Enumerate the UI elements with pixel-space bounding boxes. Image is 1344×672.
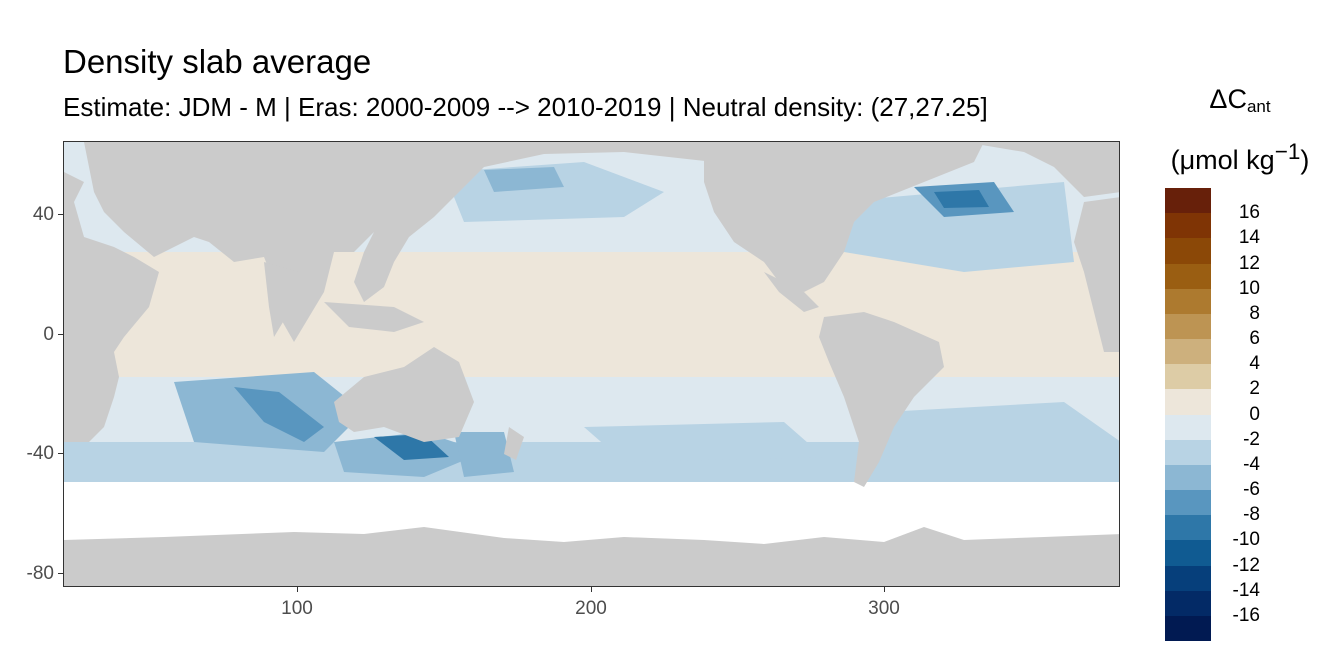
y-tick-mark [58,573,63,574]
y-tick-label: -80 [26,563,54,584]
greenland [964,142,1119,197]
colorbar-label: 12 [1238,252,1260,274]
colorbar-swatch [1165,565,1211,592]
y-tick-label: 40 [32,204,54,225]
colorbar-label: -10 [1232,529,1260,551]
legend-unit-prefix: (μmol kg [1170,145,1275,175]
north-atlantic-patch [834,182,1074,272]
colorbar-label: -2 [1243,428,1260,450]
s-indian-deep [234,387,324,442]
colorbar-swatch [1165,464,1211,491]
central-america [764,272,819,312]
europe [1074,197,1119,352]
colorbar-swatch [1165,490,1211,516]
colorbar-swatch [1165,213,1211,239]
x-tick-label: 300 [868,598,900,619]
legend-unit: (μmol kg−1) [1160,134,1320,178]
x-tick-mark [884,587,885,592]
colorbar-label: 6 [1249,328,1260,349]
legend-title-main: ΔC [1209,84,1247,114]
y-tick-label: 0 [43,324,54,345]
y-tick-mark [58,453,63,454]
colorbar-swatch [1165,364,1211,390]
colorbar-label: 8 [1249,302,1260,324]
africa [64,142,159,442]
legend-unit-suffix: ) [1300,145,1310,175]
colorbar-swatch [1165,590,1211,617]
colorbar-swatch [1165,439,1211,466]
colorbar-swatch [1165,238,1211,264]
colorbar-label: 14 [1238,227,1260,249]
colorbar [1165,188,1211,642]
map-panel [63,141,1120,587]
x-tick-label: 100 [281,598,313,619]
north-america [704,142,984,292]
south-pacific-patch [584,422,824,462]
new-zealand [504,427,524,460]
x-tick-mark [297,587,298,592]
map-canvas [64,142,1119,586]
colorbar-label: -6 [1243,479,1260,500]
eurasia [84,142,804,342]
colorbar-label: -4 [1243,453,1260,475]
indian-subcontinent [264,262,299,337]
colorbar-label: 2 [1249,378,1260,400]
colorbar-label: -8 [1243,504,1260,526]
colorbar-swatch [1165,540,1211,566]
colorbar-label: 0 [1249,403,1260,425]
colorbar-label: -14 [1232,579,1260,601]
colorbar-swatch [1165,188,1211,214]
tasman-patch [454,432,514,477]
colorbar-label: 16 [1238,202,1260,224]
north-pacific-deep [484,167,564,192]
antarctica [64,527,1119,586]
plot-subtitle: Estimate: JDM - M | Eras: 2000-2009 --> … [63,92,988,122]
north-atlantic-core [934,190,989,208]
south-atlantic-patch [884,402,1119,457]
legend-unit-exponent: −1 [1274,139,1301,164]
colorbar-label: -12 [1232,554,1260,576]
legend-title-subscript: ant [1246,97,1271,116]
maritime-southeast-asia [324,302,424,332]
land [64,142,1119,586]
colorbar-swatch [1165,414,1211,441]
x-tick-label: 200 [575,598,607,619]
colorbar-swatch [1165,313,1211,340]
colorbar-swatch [1165,615,1211,642]
colorbar-swatch [1165,515,1211,541]
colorbar-label: -16 [1232,604,1260,626]
legend-title: ΔCant [1160,82,1320,124]
colorbar-swatch [1165,263,1211,290]
south-america [819,312,944,487]
colorbar-swatch [1165,389,1211,415]
y-tick-label: -40 [26,443,54,464]
y-tick-mark [58,214,63,215]
colorbar-label: 4 [1249,353,1260,375]
y-tick-mark [58,334,63,335]
plot-title: Density slab average [63,43,372,80]
colorbar-swatch [1165,288,1211,315]
colorbar-swatch [1165,339,1211,365]
x-tick-mark [591,587,592,592]
colorbar-label: 10 [1238,277,1260,299]
australia [334,347,474,442]
